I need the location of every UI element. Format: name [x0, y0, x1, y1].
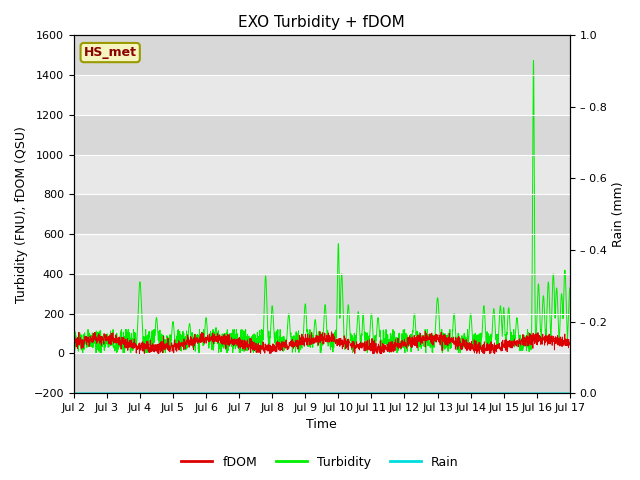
Y-axis label: Turbidity (FNU), fDOM (QSU): Turbidity (FNU), fDOM (QSU) [15, 126, 28, 303]
Y-axis label: Rain (mm): Rain (mm) [612, 181, 625, 247]
Bar [74, 353, 570, 393]
Bar [74, 274, 570, 313]
Bar [74, 115, 570, 155]
Bar [74, 194, 570, 234]
X-axis label: Time: Time [307, 419, 337, 432]
Title: EXO Turbidity + fDOM: EXO Turbidity + fDOM [239, 15, 405, 30]
Bar [74, 75, 570, 115]
Text: HS_met: HS_met [84, 46, 137, 59]
Bar [74, 36, 570, 75]
Bar [74, 313, 570, 353]
Bar [74, 234, 570, 274]
Legend: fDOM, Turbidity, Rain: fDOM, Turbidity, Rain [176, 451, 464, 474]
Bar [74, 155, 570, 194]
